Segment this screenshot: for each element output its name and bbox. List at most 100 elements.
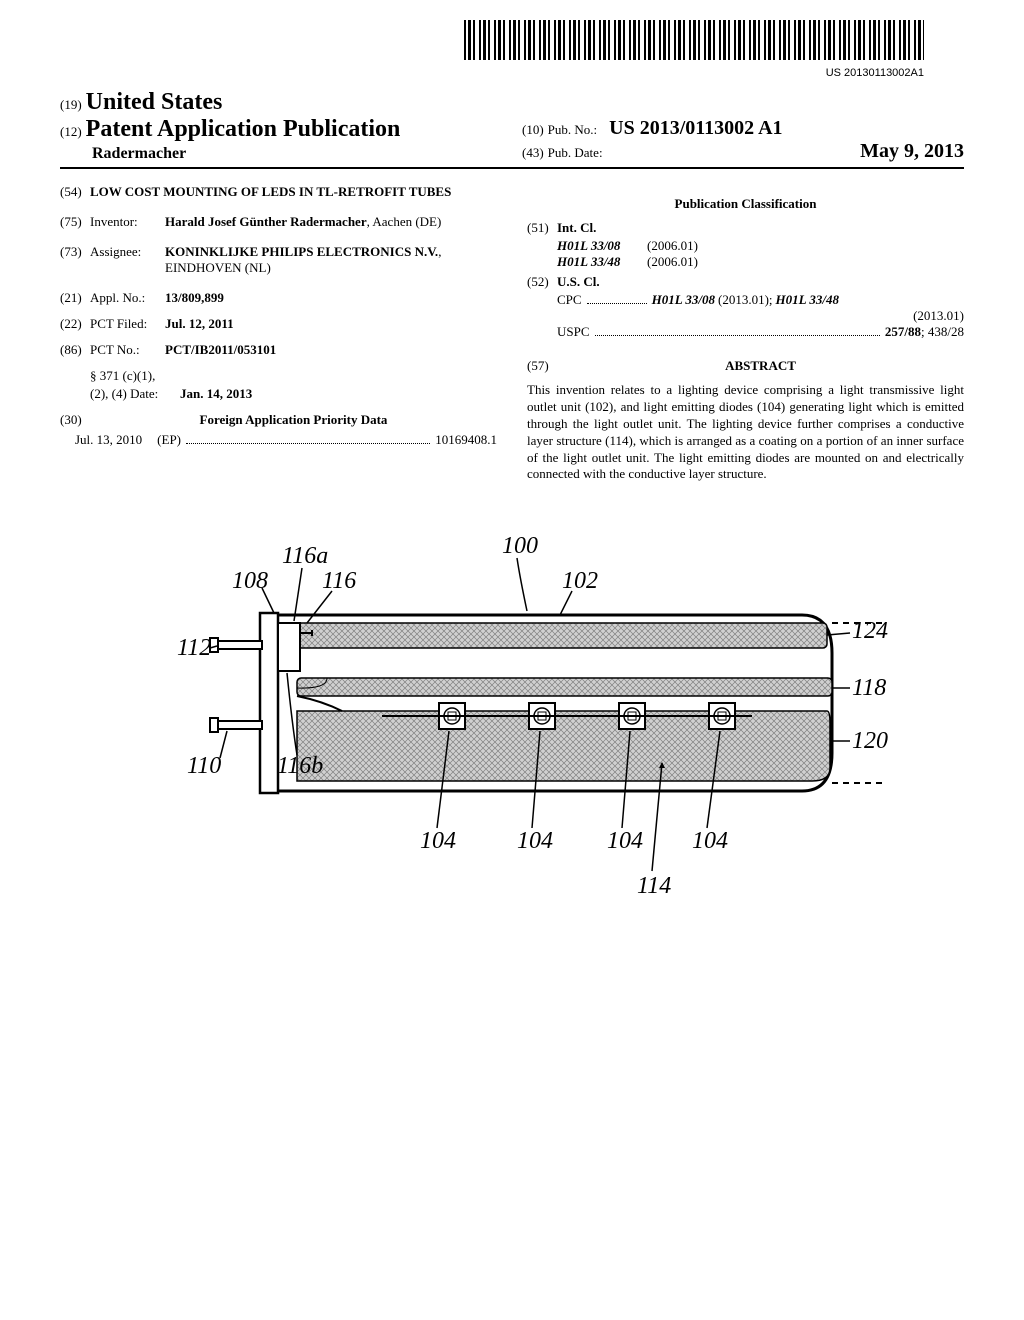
uspc-label: USPC [557,324,590,340]
left-column: (54) LOW COST MOUNTING OF LEDS IN TL-RET… [60,184,497,483]
cpc-value-1: H01L 33/08 [652,292,715,308]
title-prefix: (54) [60,184,90,200]
cpc-year-line: (2013.01) [527,308,964,324]
int-cl-year-2: (2006.01) [647,254,698,270]
appl-no-label: Appl. No.: [90,290,165,306]
fig-label-100: 100 [502,533,538,559]
header-section: (19) United States (12) Patent Applicati… [60,89,964,169]
inventor-location: , Aachen (DE) [367,214,442,229]
int-cl-code-2: H01L 33/48 [557,254,647,270]
fig-label-102: 102 [562,568,598,594]
inventor-label: Inventor: [90,214,165,230]
pct-sec-field: § 371 (c)(1), [60,368,497,384]
assignee-field: (73) Assignee: KONINKLIJKE PHILIPS ELECT… [60,244,497,276]
inventor-value: Harald Josef Günther Radermacher, Aachen… [165,214,497,230]
pct-date-label: (2), (4) Date: [90,386,180,402]
pct-filed-prefix: (22) [60,316,90,332]
figure-section: 100 116a 108 116 102 112 110 116b 124 11… [60,523,964,908]
uspc-value: 257/88 [885,324,921,340]
dots-icon [587,303,647,304]
fig-label-114: 114 [637,873,671,899]
fig-label-110: 110 [187,753,221,779]
pct-filed-value: Jul. 12, 2011 [165,316,497,332]
pub-date-value: May 9, 2013 [860,140,964,163]
pub-type-prefix: (12) [60,124,82,139]
cpc-label: CPC [557,292,582,308]
abstract-header-line: (57) ABSTRACT [527,358,964,374]
classification-header: Publication Classification [527,196,964,212]
pub-no-value: US 2013/0113002 A1 [609,117,782,139]
assignee-name: KONINKLIJKE PHILIPS ELECTRONICS N.V. [165,244,438,259]
priority-number: 10169408.1 [435,432,497,448]
pct-date-field: (2), (4) Date: Jan. 14, 2013 [60,386,497,402]
fig-label-116a: 116a [282,543,328,569]
pct-filed-field: (22) PCT Filed: Jul. 12, 2011 [60,316,497,332]
content-columns: (54) LOW COST MOUNTING OF LEDS IN TL-RET… [60,184,964,483]
pct-no-prefix: (86) [60,342,90,358]
barcode-image [464,20,924,60]
int-cl-code-1: H01L 33/08 [557,238,647,254]
assignee-label: Assignee: [90,244,165,276]
uspc-line: USPC 257/88; 438/28 [557,324,964,340]
abstract-text: This invention relates to a lighting dev… [527,382,964,483]
fig-label-116b: 116b [277,753,323,779]
pct-no-field: (86) PCT No.: PCT/IB2011/053101 [60,342,497,358]
title-value: LOW COST MOUNTING OF LEDS IN TL-RETROFIT… [90,184,497,200]
fig-label-104-4: 104 [692,828,728,854]
fig-label-112: 112 [177,635,211,661]
fig-label-104-1: 104 [420,828,456,854]
us-cl-prefix: (52) [527,274,557,290]
int-cl-year-1: (2006.01) [647,238,698,254]
dots-icon [186,443,430,444]
foreign-priority-prefix: (30) [60,412,90,428]
cpc-year-1: (2013.01); [718,292,773,308]
pct-no-value: PCT/IB2011/053101 [165,342,497,358]
fig-label-124: 124 [852,618,888,644]
country-line: (19) United States [60,89,502,116]
foreign-priority-section: (30) Foreign Application Priority Data J… [60,412,497,448]
assignee-value: KONINKLIJKE PHILIPS ELECTRONICS N.V., EI… [165,244,497,276]
assignee-prefix: (73) [60,244,90,276]
pct-sec-label: § 371 (c)(1), [90,368,497,384]
pub-no-label: Pub. No.: [548,122,597,137]
pub-date-prefix: (43) [522,145,544,160]
appl-no-field: (21) Appl. No.: 13/809,899 [60,290,497,306]
barcode-section: US 20130113002A1 [60,20,964,79]
fig-label-104-2: 104 [517,828,553,854]
fig-label-118: 118 [852,675,886,701]
priority-date: Jul. 13, 2010 [75,432,142,448]
pub-date-label: Pub. Date: [548,145,603,160]
pub-no-line: (10) Pub. No.: US 2013/0113002 A1 [522,117,964,140]
int-cl-field: (51) Int. Cl. [527,220,964,236]
us-cl-field: (52) U.S. Cl. [527,274,964,290]
inventor-name: Harald Josef Günther Radermacher [165,214,367,229]
country-prefix: (19) [60,97,82,112]
author-line: Radermacher [60,145,502,163]
pub-type: Patent Application Publication [86,116,401,142]
foreign-priority-header: Foreign Application Priority Data [90,412,497,428]
int-cl-label: Int. Cl. [557,220,964,236]
priority-country: (EP) [157,432,181,448]
appl-no-prefix: (21) [60,290,90,306]
title-field: (54) LOW COST MOUNTING OF LEDS IN TL-RET… [60,184,497,200]
right-column: Publication Classification (51) Int. Cl.… [527,184,964,483]
int-cl-item-2: H01L 33/48 (2006.01) [557,254,964,270]
country: United States [86,89,223,115]
cpc-line: CPC H01L 33/08 (2013.01); H01L 33/48 [557,292,964,308]
inventor-prefix: (75) [60,214,90,230]
pct-no-label: PCT No.: [90,342,165,358]
pub-date-line: (43) Pub. Date: May 9, 2013 [522,140,964,163]
int-cl-item-1: H01L 33/08 (2006.01) [557,238,964,254]
pub-no-prefix: (10) [522,122,544,137]
abstract-prefix: (57) [527,358,557,374]
header-right: (10) Pub. No.: US 2013/0113002 A1 (43) P… [502,117,964,163]
fig-label-120: 120 [852,728,888,754]
fig-label-104-3: 104 [607,828,643,854]
barcode-number: US 20130113002A1 [60,67,924,79]
fig-label-116: 116 [322,568,356,594]
int-cl-prefix: (51) [527,220,557,236]
cpc-value-2: H01L 33/48 [776,292,839,308]
pct-date-value: Jan. 14, 2013 [180,386,497,402]
cpc-year-2: (2013.01) [913,308,964,323]
appl-no-value: 13/809,899 [165,290,497,306]
